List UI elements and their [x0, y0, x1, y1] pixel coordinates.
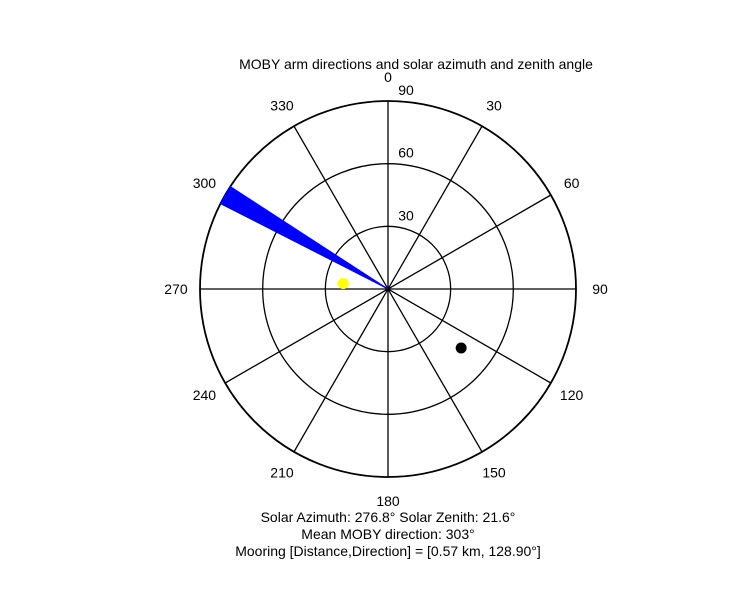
radial-tick-label: 30 [398, 207, 414, 223]
angular-tick-label: 0 [384, 69, 392, 85]
angular-tick-label: 270 [164, 281, 188, 297]
chart-title: MOBY arm directions and solar azimuth an… [239, 56, 593, 72]
angular-tick-label: 150 [482, 465, 506, 481]
angular-tick-label: 30 [486, 97, 502, 113]
angular-tick-label: 210 [270, 465, 294, 481]
mooring-info-text: Mooring [Distance,Direction] = [0.57 km,… [235, 543, 541, 559]
radial-tick-label: 60 [398, 145, 414, 161]
solar-info-text: Solar Azimuth: 276.8° Solar Zenith: 21.6… [261, 509, 516, 525]
angular-tick-label: 330 [270, 97, 294, 113]
angular-tick-label: 240 [193, 387, 217, 403]
arm-direction-fan [219, 185, 389, 290]
radial-tick-label: 90 [398, 82, 414, 98]
chart-marks [219, 185, 467, 354]
tick-labels: 0 30 60 90 120 150 180 210 240 270 300 330 30 60 90 [164, 69, 608, 509]
angular-tick-label: 180 [376, 493, 400, 509]
angular-tick-label: 90 [592, 281, 608, 297]
angular-tick-label: 120 [560, 387, 584, 403]
angular-tick-label: 300 [193, 175, 217, 191]
moby-direction-text: Mean MOBY direction: 303° [301, 526, 474, 542]
mooring-point [455, 342, 467, 354]
solar-position-point [337, 278, 349, 290]
angular-tick-label: 60 [564, 175, 580, 191]
